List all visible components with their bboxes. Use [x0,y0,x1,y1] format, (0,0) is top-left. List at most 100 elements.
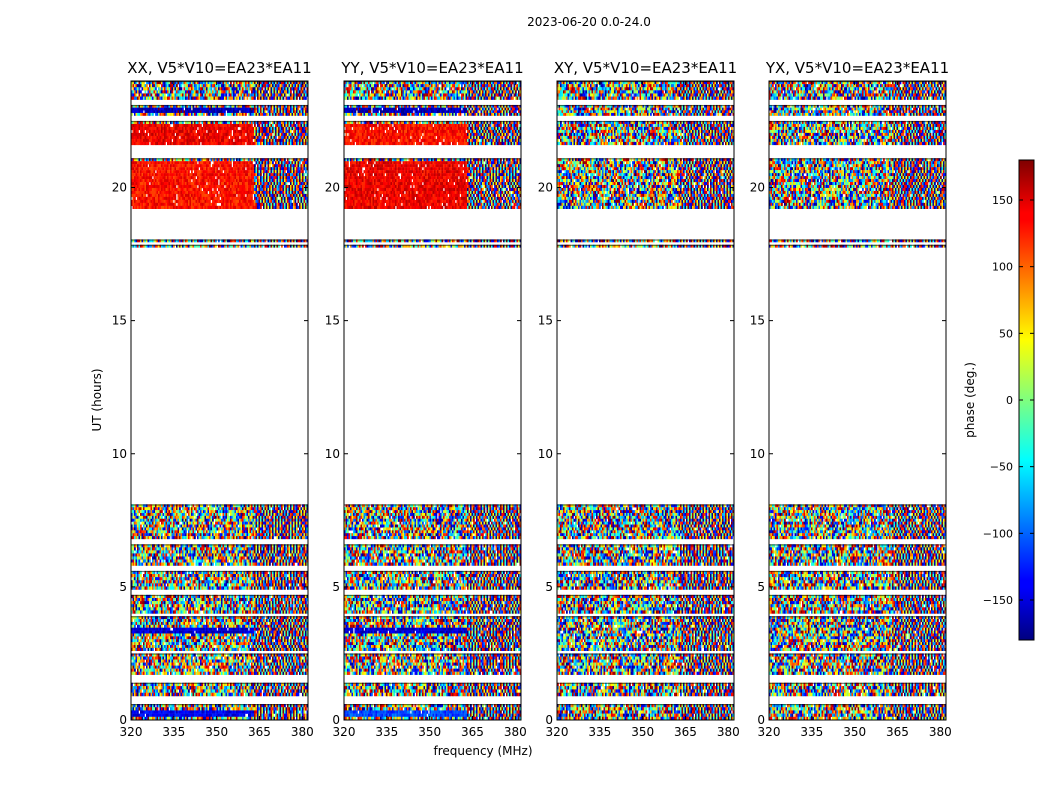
data-block [557,121,734,145]
data-block [131,105,308,116]
data-block [769,105,946,116]
figure: 2023-06-20 0.0-24.0 XX, V5*V10=EA23*EA11… [0,0,1050,800]
data-block [769,544,946,565]
data-block [344,616,521,651]
x-axis-label: frequency (MHz) [433,744,532,758]
data-block [131,158,308,209]
colorbar-tick-label: −100 [983,527,1013,540]
y-tick-label: 5 [757,580,765,594]
y-tick-label: 15 [750,314,765,328]
y-tick-label: 10 [112,447,127,461]
x-tick-label: 320 [333,725,356,739]
data-block [557,158,734,209]
panel-title: XY, V5*V10=EA23*EA11 [554,59,737,77]
data-block [131,504,308,539]
data-block [131,81,308,100]
colorbar-tick-label: −50 [990,461,1013,474]
x-tick-label: 365 [886,725,909,739]
data-block [769,653,946,674]
data-block [557,616,734,651]
x-tick-label: 350 [843,725,866,739]
y-tick-label: 20 [112,181,127,195]
data-block [557,653,734,674]
y-tick-label: 5 [119,580,127,594]
x-tick-label: 335 [800,725,823,739]
data-block [131,571,308,590]
data-block [131,704,308,720]
data-block [131,544,308,565]
data-block [557,239,734,242]
data-block [131,121,308,145]
data-block [557,683,734,697]
x-tick-label: 365 [248,725,271,739]
data-block [557,704,734,720]
data-block [769,683,946,697]
y-tick-label: 10 [538,447,553,461]
data-block [557,595,734,614]
y-tick-label: 10 [325,447,340,461]
x-tick-label: 320 [546,725,569,739]
data-block [769,571,946,590]
data-block [131,683,308,697]
data-block [769,158,946,209]
panel-title: XX, V5*V10=EA23*EA11 [127,59,311,77]
data-block [131,239,308,242]
x-tick-label: 320 [120,725,143,739]
data-block [769,704,946,720]
colorbar-tick-label: 0 [1006,394,1013,407]
x-tick-label: 380 [717,725,740,739]
data-block [131,245,308,248]
y-axis-label: UT (hours) [90,368,104,431]
x-tick-label: 335 [162,725,185,739]
colorbar-tick-label: 100 [992,261,1013,274]
data-block [344,81,521,100]
x-tick-label: 350 [205,725,228,739]
panel-title: YY, V5*V10=EA23*EA11 [340,59,523,77]
data-block [557,81,734,100]
y-tick-label: 15 [325,314,340,328]
y-tick-label: 15 [112,314,127,328]
y-tick-label: 15 [538,314,553,328]
data-block [769,121,946,145]
y-tick-label: 10 [750,447,765,461]
x-tick-label: 320 [758,725,781,739]
y-tick-label: 20 [538,181,553,195]
data-block [344,121,521,145]
x-tick-label: 335 [375,725,398,739]
data-block [344,158,521,209]
x-tick-label: 350 [418,725,441,739]
panel-title: YX, V5*V10=EA23*EA11 [765,59,949,77]
data-block [769,595,946,614]
y-tick-label: 20 [325,181,340,195]
y-tick-label: 5 [545,580,553,594]
x-tick-label: 380 [291,725,314,739]
x-tick-label: 380 [929,725,952,739]
data-block [344,504,521,539]
data-block [344,245,521,248]
data-block [131,653,308,674]
data-block [344,105,521,116]
y-tick-label: 5 [332,580,340,594]
data-block [131,595,308,614]
data-block [557,571,734,590]
x-tick-label: 380 [504,725,527,739]
x-tick-label: 335 [588,725,611,739]
data-block [557,544,734,565]
data-block [344,595,521,614]
colorbar-tick-label: 150 [992,194,1013,207]
x-tick-label: 365 [461,725,484,739]
data-block [769,239,946,242]
y-tick-label: 20 [750,181,765,195]
data-block [344,571,521,590]
x-tick-label: 350 [631,725,654,739]
x-tick-label: 365 [674,725,697,739]
data-block [557,504,734,539]
colorbar-label: phase (deg.) [963,362,977,438]
data-block [769,504,946,539]
